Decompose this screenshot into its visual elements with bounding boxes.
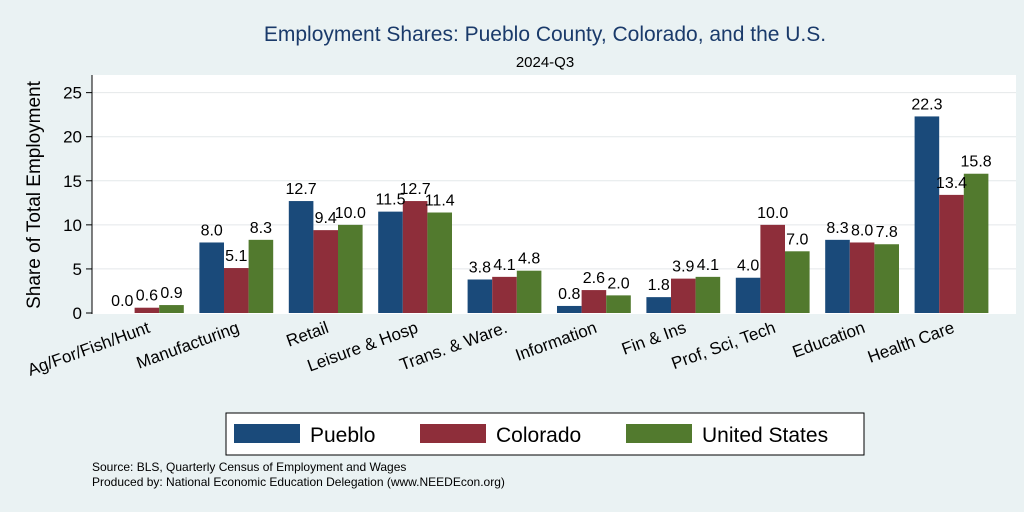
data-label: 4.0 [737,258,759,275]
data-label: 4.8 [518,251,540,268]
bar [427,212,452,313]
bar [606,295,631,313]
data-label: 11.5 [376,192,406,209]
bar [557,305,582,313]
bars [134,116,989,313]
bar [134,307,160,313]
data-label: 8.0 [201,222,223,239]
legend-label: United States [702,424,828,447]
bar [735,277,761,313]
legend-box [225,412,865,456]
data-label: 3.8 [469,260,491,277]
data-labels: 0.0 0.6 0.98.05.18.312.79.410.011.512.711.… [111,96,992,310]
y-tick-label: 25 [63,84,82,103]
bar [849,242,875,313]
bar [402,201,428,313]
data-label: 9.4 [315,210,337,227]
bar [313,230,338,313]
bar [224,268,249,313]
legend-swatch [626,424,692,443]
data-label: 1.8 [648,277,670,294]
data-label: 13.4 [936,175,967,192]
bar [874,244,899,313]
data-label: 8.3 [250,220,272,237]
data-label: 4.1 [493,257,515,274]
bar [338,224,363,313]
chart-title: Employment Shares: Pueblo County, Colora… [264,23,826,46]
data-label: 7.8 [876,224,898,241]
legend-label: Colorado [496,424,581,447]
data-label: 11.4 [425,193,455,210]
y-tick-label: 20 [63,128,82,147]
bar [963,173,989,313]
legend: Pueblo Colorado United States [234,424,828,447]
data-label: 15.8 [961,154,992,171]
legend-swatch [234,424,300,443]
chart-subtitle: 2024-Q3 [516,54,574,71]
data-label: 22.3 [911,96,942,113]
bar [671,278,696,313]
bar [159,305,184,313]
y-tick-label: 10 [63,216,82,235]
bar [467,279,493,313]
data-label: 0.0 [111,293,133,310]
bar [939,194,964,313]
bar [288,201,314,313]
data-label: 7.0 [786,231,808,248]
data-label: 2.0 [607,275,629,292]
data-label: 3.9 [672,259,694,276]
legend-swatch [420,424,486,443]
data-label: 8.0 [851,222,873,239]
producer-note: Produced by: National Economic Education… [92,475,505,489]
bar [825,239,850,313]
bar [378,211,403,313]
legend-label: Pueblo [310,424,375,447]
bar [914,116,940,313]
data-label: 2.6 [583,270,605,287]
y-tick-label: 0 [73,304,82,323]
source-note: Source: BLS, Quarterly Census of Employm… [92,460,406,474]
data-label: 8.3 [826,220,848,237]
bar [646,297,671,313]
data-label: 5.1 [225,248,247,265]
bar [760,224,785,313]
data-label: 10.0 [335,205,366,222]
data-label: 0.8 [558,286,580,303]
y-tick-label: 5 [73,260,82,279]
data-label: 10.0 [757,205,788,222]
bar [516,270,542,313]
y-axis-label: Share of Total Employment [24,80,45,308]
bar [248,239,274,313]
bar [581,290,607,313]
y-axis-ticks: 0 5 10 15 20 25 [63,84,92,323]
data-label: 4.1 [697,257,719,274]
data-label: 12.7 [286,181,317,198]
data-label: 0.6 [136,288,158,305]
bar [695,276,721,313]
data-label: 0.9 [160,285,182,302]
bar [492,276,517,313]
y-tick-label: 15 [63,172,82,191]
bar [785,251,810,313]
data-label: 12.7 [400,181,431,198]
bar [199,242,224,313]
